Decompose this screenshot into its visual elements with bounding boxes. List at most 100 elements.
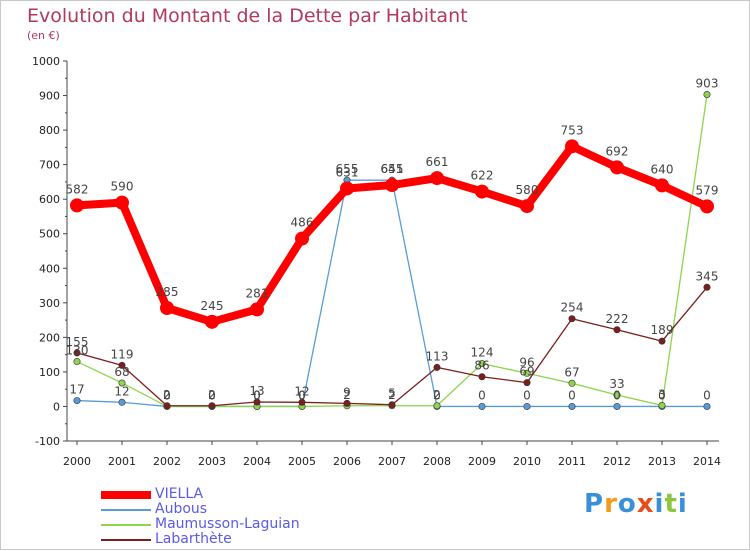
data-point bbox=[613, 402, 621, 410]
x-tick-label: 2007 bbox=[378, 455, 406, 468]
data-label: 9 bbox=[343, 385, 351, 399]
data-label: 2 bbox=[208, 388, 216, 402]
data-point bbox=[523, 369, 531, 377]
logo-letter: o bbox=[617, 489, 637, 519]
data-label: 0 bbox=[613, 388, 621, 402]
data-label: 13 bbox=[249, 384, 264, 398]
data-label: 641 bbox=[381, 162, 404, 176]
data-point bbox=[115, 195, 129, 210]
data-point bbox=[70, 198, 84, 213]
legend-swatch bbox=[101, 539, 151, 541]
logo-letter: P bbox=[584, 489, 605, 519]
data-label: 0 bbox=[298, 388, 306, 402]
data-point bbox=[523, 402, 531, 410]
series-line-maumusson-laguian bbox=[76, 93, 708, 408]
data-label: 655 bbox=[336, 162, 359, 176]
chart-title: Evolution du Montant de la Dette par Hab… bbox=[27, 5, 468, 27]
data-label: 692 bbox=[606, 144, 629, 158]
data-point bbox=[340, 181, 354, 196]
data-label: 486 bbox=[291, 216, 314, 230]
data-label: 68 bbox=[114, 365, 129, 379]
data-label: 661 bbox=[426, 155, 449, 169]
legend-label: Maumusson-Laguian bbox=[155, 516, 300, 532]
legend-item: Labarthète bbox=[101, 532, 401, 547]
data-label: 0 bbox=[208, 388, 216, 402]
data-label: 12 bbox=[114, 384, 129, 398]
data-label: 17 bbox=[69, 383, 84, 397]
data-point bbox=[568, 315, 576, 323]
legend: VIELLA Aubous Maumusson-Laguian Labarthète bbox=[101, 487, 401, 547]
data-point bbox=[253, 398, 261, 406]
data-label: 69 bbox=[519, 365, 534, 379]
data-label: 0 bbox=[658, 388, 666, 402]
data-label: 0 bbox=[523, 388, 531, 402]
legend-label: Labarthète bbox=[155, 531, 232, 547]
data-point bbox=[655, 178, 669, 193]
data-label: 119 bbox=[111, 347, 134, 361]
data-label: 2 bbox=[433, 388, 441, 402]
data-point bbox=[433, 363, 441, 371]
data-point bbox=[73, 358, 81, 366]
data-label: 3 bbox=[658, 387, 666, 401]
y-tick-label: 900 bbox=[39, 90, 60, 103]
data-point bbox=[118, 398, 126, 406]
data-label: 582 bbox=[66, 182, 89, 196]
data-point bbox=[565, 139, 579, 154]
data-label: 2 bbox=[163, 388, 171, 402]
data-point bbox=[703, 283, 711, 291]
data-label: 622 bbox=[471, 169, 494, 183]
logo-letter: i bbox=[654, 489, 665, 519]
data-point bbox=[478, 373, 486, 381]
y-tick-label: -100 bbox=[35, 435, 60, 448]
data-point bbox=[658, 337, 666, 345]
data-label: 0 bbox=[163, 388, 171, 402]
legend-item: Maumusson-Laguian bbox=[101, 517, 401, 532]
data-point bbox=[568, 379, 576, 387]
data-label: 2 bbox=[343, 388, 351, 402]
legend-swatch bbox=[101, 509, 151, 511]
series-layer bbox=[70, 91, 714, 410]
data-point bbox=[205, 314, 219, 329]
data-label: 0 bbox=[568, 388, 576, 402]
proxiti-logo: Proxiti bbox=[584, 489, 688, 519]
data-label: 631 bbox=[336, 165, 359, 179]
x-tick-label: 2010 bbox=[513, 455, 541, 468]
axes: -100010020030040050060070080090010002000… bbox=[32, 55, 721, 468]
x-tick-label: 2006 bbox=[333, 455, 361, 468]
y-tick-label: 100 bbox=[39, 366, 60, 379]
data-point bbox=[118, 379, 126, 387]
data-label: 0 bbox=[163, 388, 171, 402]
data-point bbox=[610, 160, 624, 175]
data-label: 285 bbox=[156, 285, 179, 299]
legend-swatch bbox=[101, 491, 151, 499]
data-point bbox=[388, 401, 396, 409]
legend-item: Aubous bbox=[101, 502, 401, 517]
x-tick-label: 2004 bbox=[243, 455, 271, 468]
data-point bbox=[208, 402, 216, 410]
data-label: 2 bbox=[388, 388, 396, 402]
data-label: 124 bbox=[471, 346, 494, 360]
data-label: 222 bbox=[606, 312, 629, 326]
data-point bbox=[478, 360, 486, 368]
data-label: 753 bbox=[561, 123, 584, 137]
data-point bbox=[478, 402, 486, 410]
data-point bbox=[73, 397, 81, 405]
logo-letter: i bbox=[677, 489, 688, 519]
x-tick-label: 2008 bbox=[423, 455, 451, 468]
y-tick-label: 1000 bbox=[32, 55, 60, 68]
y-tick-label: 400 bbox=[39, 262, 60, 275]
x-tick-label: 2011 bbox=[558, 455, 586, 468]
legend-item: VIELLA bbox=[101, 487, 401, 502]
y-tick-label: 600 bbox=[39, 193, 60, 206]
x-tick-label: 2002 bbox=[153, 455, 181, 468]
data-label: 0 bbox=[703, 388, 711, 402]
x-tick-label: 2000 bbox=[63, 455, 91, 468]
logo-letter: t bbox=[664, 489, 678, 519]
data-point bbox=[568, 402, 576, 410]
data-point bbox=[658, 401, 666, 409]
x-tick-label: 2014 bbox=[693, 455, 721, 468]
chart-unit: (en €) bbox=[27, 29, 60, 42]
legend-label: VIELLA bbox=[155, 486, 204, 502]
